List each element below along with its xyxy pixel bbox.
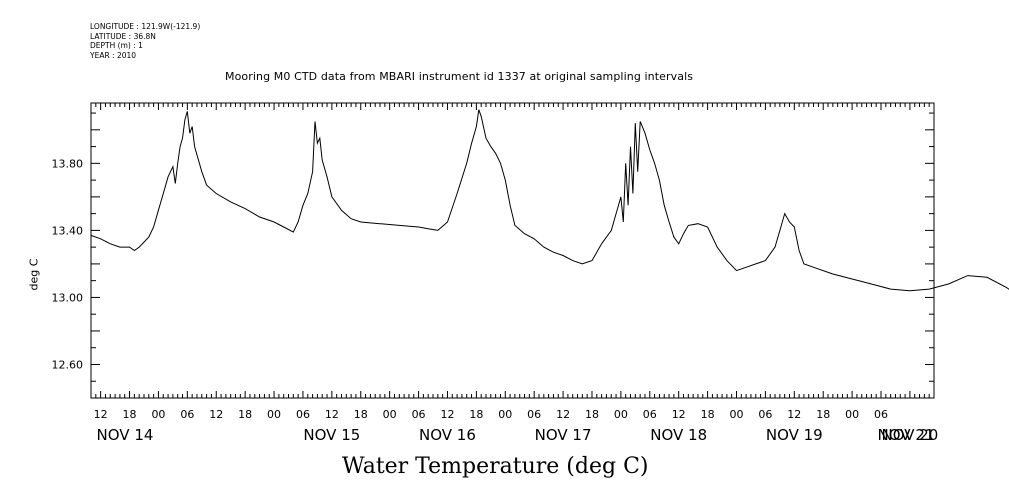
x-hour-label: 12 [787,408,801,421]
x-hour-label: 00 [498,408,512,421]
x-hour-label: 00 [151,408,165,421]
x-hour-label: 06 [296,408,310,421]
x-hour-label: 06 [758,408,772,421]
x-hour-label: 06 [180,408,194,421]
x-hour-label: 00 [383,408,397,421]
x-day-label: NOV 14 [97,426,154,444]
y-tick-label: 13.80 [52,157,84,170]
x-hour-label: 06 [874,408,888,421]
plot-frame [90,102,935,399]
y-tick-labels: 12.60 13.00 13.40 13.80 [52,157,84,371]
chart-title: Mooring M0 CTD data from MBARI instrumen… [225,70,694,83]
x-hour-label: 06 [527,408,541,421]
meta-longitude: LONGITUDE : 121.9W(-121.9) [90,22,201,31]
x-hour-label: 18 [238,408,252,421]
x-hour-label: 12 [209,408,223,421]
x-hour-label: 12 [94,408,108,421]
x-hour-label: 00 [845,408,859,421]
x-hour-label: 06 [412,408,426,421]
x-hour-label: 18 [816,408,830,421]
x-hour-label: 12 [440,408,454,421]
x-tick-labels: 12 18 00 06 12 18 00 06 12 18 00 06 12 18 00 06 12 18 00 06… [94,408,939,444]
y-tick-label: 12.60 [52,358,84,371]
x-hour-label: 18 [585,408,599,421]
x-axis-label: Water Temperature (deg C) [342,454,649,479]
x-hour-label: 12 [325,408,339,421]
x-hour-label: 12 [672,408,686,421]
x-hour-label: 18 [469,408,483,421]
x-day-label: NOV 20 [881,426,938,444]
x-hour-label: 00 [614,408,628,421]
x-hour-label: 00 [729,408,743,421]
x-day-label: NOV 17 [535,426,592,444]
x-hour-label: 00 [267,408,281,421]
x-day-label: NOV 16 [419,426,476,444]
x-day-label: NOV 19 [766,426,823,444]
series-line-water-temperature [90,109,1009,292]
y-tick-label: 13.40 [52,224,84,237]
x-hour-label: 18 [354,408,368,421]
x-day-label: NOV 18 [650,426,707,444]
x-hour-label: 12 [556,408,570,421]
x-hour-label: 18 [701,408,715,421]
x-day-label: NOV 15 [303,426,360,444]
metadata-block: LONGITUDE : 121.9W(-121.9) LATITUDE : 36… [90,22,200,60]
meta-latitude: LATITUDE : 36.8N [90,31,156,41]
x-hour-label: 18 [123,408,137,421]
meta-year: YEAR : 2010 [90,50,137,60]
tick-marks [90,103,935,399]
x-hour-label: 06 [643,408,657,421]
meta-depth: DEPTH (m) : 1 [90,41,143,51]
y-tick-label: 13.00 [52,291,84,304]
x-day-label: NOV 21 [878,426,935,444]
